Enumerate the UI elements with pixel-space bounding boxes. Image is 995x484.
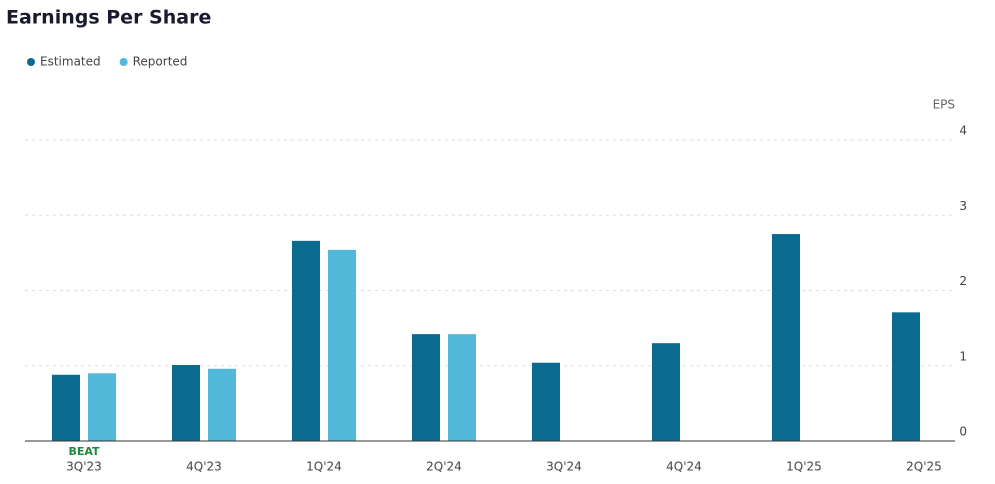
bar <box>412 334 440 441</box>
x-tick-label: 2Q'24 <box>426 460 462 474</box>
y-axis-label: EPS <box>933 98 955 112</box>
legend-marker <box>27 58 35 66</box>
bar <box>208 368 236 441</box>
y-tick-label: 4 <box>959 124 967 138</box>
legend-label: Reported <box>133 55 188 69</box>
y-tick-label: 2 <box>959 274 967 288</box>
legend-label: Estimated <box>40 55 101 69</box>
bar <box>52 374 80 441</box>
x-tick-label: 1Q'25 <box>786 460 822 474</box>
y-tick-label: 1 <box>959 349 967 363</box>
bar <box>652 343 680 441</box>
bar <box>532 362 560 441</box>
x-tick-label: 1Q'24 <box>306 460 342 474</box>
x-tick-label: 2Q'25 <box>906 460 942 474</box>
y-tick-label: 0 <box>959 425 967 439</box>
bar <box>292 240 320 441</box>
x-tick-label: 3Q'24 <box>546 460 582 474</box>
bar <box>448 334 476 441</box>
legend-marker <box>119 58 128 66</box>
bar <box>892 312 920 441</box>
x-tick-label: 4Q'24 <box>666 460 702 474</box>
chart-title: Earnings Per Share <box>6 7 211 29</box>
y-tick-label: 3 <box>959 199 967 213</box>
bar <box>172 364 200 441</box>
x-tick-label: 4Q'23 <box>186 460 222 474</box>
annotation: BEAT <box>68 445 100 458</box>
x-tick-label: 3Q'23 <box>66 460 102 474</box>
bar <box>88 373 116 441</box>
bar <box>772 234 800 441</box>
bar <box>328 249 356 441</box>
